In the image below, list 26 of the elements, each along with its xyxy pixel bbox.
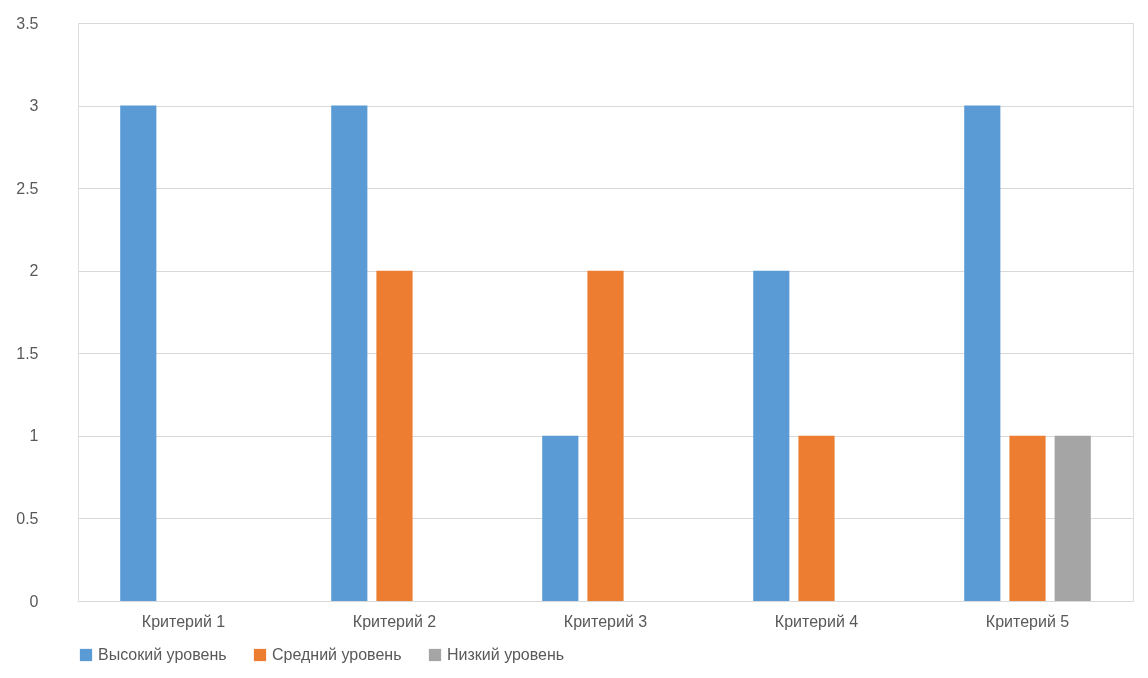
x-tick-label: Критерий 4	[774, 612, 859, 630]
bar	[1054, 435, 1091, 601]
y-tick-label: 0.5	[16, 509, 39, 527]
bar	[798, 435, 835, 601]
legend-label: Высокий уровень	[98, 646, 227, 663]
bar	[753, 270, 790, 601]
y-tick-label: 2	[29, 262, 39, 280]
y-tick-label: 1.5	[16, 344, 39, 362]
bar	[587, 270, 624, 601]
bar	[1009, 435, 1046, 601]
x-tick-label: Критерий 5	[985, 612, 1070, 630]
x-tick-label: Критерий 2	[352, 612, 437, 630]
legend-label: Средний уровень	[272, 646, 402, 663]
bar	[331, 105, 368, 601]
y-tick-label: 1	[29, 427, 39, 445]
legend-label: Низкий уровень	[447, 646, 565, 663]
y-tick-label: 3.5	[16, 14, 39, 32]
x-tick-label: Критерий 3	[563, 612, 648, 630]
bar	[542, 435, 579, 601]
y-tick-label: 2.5	[16, 179, 39, 197]
bar	[964, 105, 1001, 601]
bar	[376, 270, 413, 601]
y-tick-label: 3	[29, 97, 39, 115]
bar	[120, 105, 157, 601]
x-tick-label: Критерий 1	[141, 612, 226, 630]
y-tick-label: 0	[29, 592, 39, 610]
